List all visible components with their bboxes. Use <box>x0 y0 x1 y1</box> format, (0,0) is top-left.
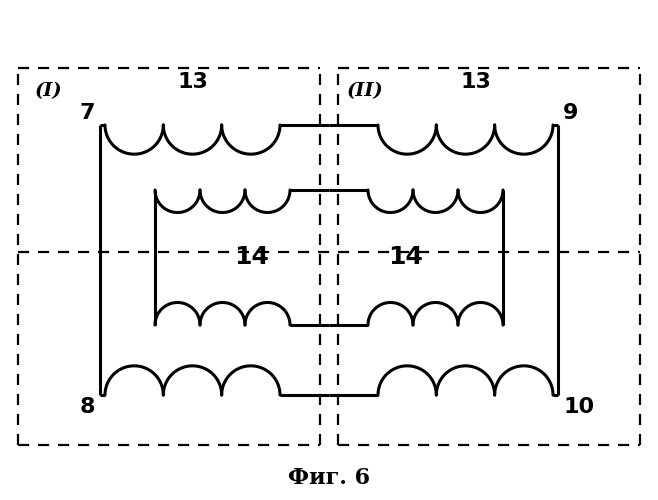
Text: 10: 10 <box>563 397 594 417</box>
Text: (I): (I) <box>35 82 63 100</box>
Text: 14: 14 <box>234 246 269 270</box>
Text: 13: 13 <box>460 72 491 92</box>
Text: 9: 9 <box>563 103 578 123</box>
Text: 8: 8 <box>80 397 95 417</box>
Text: 13: 13 <box>177 72 208 92</box>
Text: (II): (II) <box>347 82 384 100</box>
Text: 7: 7 <box>80 103 95 123</box>
Text: 14: 14 <box>389 246 424 270</box>
Text: Фиг. 6: Фиг. 6 <box>288 467 370 489</box>
